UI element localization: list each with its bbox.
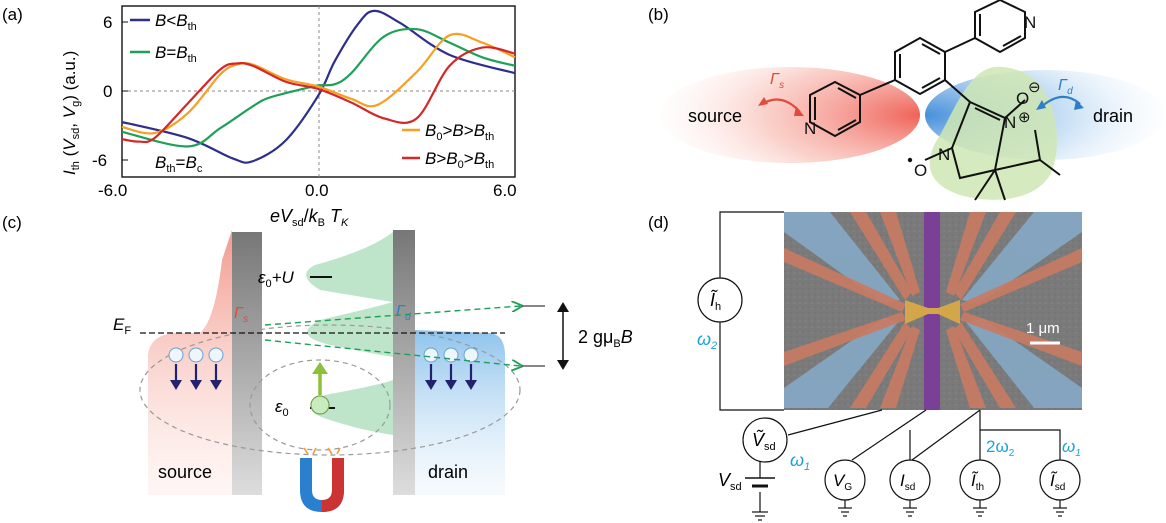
dot-electron [310,395,330,415]
imidazoline-ring [950,100,1007,180]
isd-ac-meter [1039,459,1081,501]
energy-diagram: EF ε0+U ε0 Γs Γd [113,230,633,512]
radical-dot [907,157,913,163]
benzene-ring-center [894,36,946,96]
atom-N-lower: N [938,145,950,164]
ground-symbols [752,500,1067,521]
orbital-ellipse [139,324,521,456]
magnet-icon [300,447,344,512]
panel-d-label: (d) [648,213,669,232]
ytick-label-0: 0 [103,82,112,101]
panel-a-label: (a) [2,5,23,24]
omega2-label: ω2 [697,329,717,352]
drain-reservoir [415,330,505,495]
xtick-label-m6: -6.0 [98,181,127,200]
scale-label: 1 μm [1026,320,1060,337]
source-reservoir [148,230,232,495]
gamma-d-label: Γd [1058,77,1073,97]
device-schematic: 1 μm Ĩh ω2 Ṽsd ω1 Vsd [697,211,1082,521]
xtick-label-6: 6.0 [493,181,517,200]
eps0-label: ε0 [275,397,289,419]
atom-N-left: N [804,119,816,138]
panel-b-label: (b) [648,5,669,24]
chart-a: 6 0 -6 -6.0 0.0 6.0 Ith (Vsd, Vg) (a.u.)… [60,5,517,229]
gamma-s-label: Γs [770,71,784,91]
tunnel-barrier-right [393,230,415,495]
ith-label: Ĩth [971,471,984,493]
vsd-ac-label: Ṽsd [752,429,776,453]
molecule-diagram: source drain Γs Γd [660,0,1165,201]
vg-label: VG [833,471,852,493]
ytick-label-6: 6 [103,13,112,32]
vg-meter [824,459,866,501]
annotation-bth-bc: Bth=Bc [155,153,203,175]
source-label: source [688,106,742,126]
zeeman-arrow-lower [264,339,520,366]
legend-label-green: B=Bth [155,43,197,65]
y-axis-label: Ith (Vsd, Vg) (a.u.) [60,51,82,175]
zeeman-arrow-upper [264,306,520,326]
radical-highlight [929,66,1057,200]
isd-ac-label: Ĩsd [1050,471,1065,493]
gamma-s-c: Γs [234,305,248,325]
drain-label: drain [1093,106,1133,126]
legend-right: B0>B>Bth B>B0>Bth [402,121,494,171]
charge-minus: ⊖ [1028,79,1041,96]
atom-O-lower: O [914,161,927,180]
panel-c-label: (c) [2,213,22,232]
two-omega2-label: 2ω2 [986,437,1015,459]
ih-label: Ĩh [710,289,721,313]
isd-label: Isd [900,471,915,493]
gamma-d-c: Γd [396,303,411,323]
tunnel-barrier-left [232,232,262,495]
drain-label-c: drain [428,462,468,482]
atom-N-plus: N [1004,113,1016,132]
vsd-ac-source [742,417,788,463]
zeeman-label: 2 gμBB [578,327,633,350]
orbital-ellipse-inner [249,359,391,451]
series-line-red [121,46,516,144]
legend-left: B<Bth B=Bth [130,11,197,65]
atom-O-upper: O [1016,89,1029,108]
series-line-orange [121,32,516,135]
series-line-green [121,27,516,148]
legend-label-orange: B0>B>Bth [425,121,494,143]
charge-plus: ⊕ [1018,109,1031,126]
omega1-right-label: ω1 [1062,437,1081,459]
heater-current-source [697,277,743,323]
eps0U-label: ε0+U [258,268,295,290]
vsd-dc-label: Vsd [718,470,742,493]
omega1-label: ω1 [790,450,810,473]
ith-meter [959,459,1001,501]
bowtie-junction [905,300,960,324]
ef-label: EF [113,315,131,337]
x-axis-label: eVsd/kB TK [270,206,349,229]
pyridine-ring-top [974,0,1026,54]
source-electrons [168,347,224,390]
source-lead [660,67,920,163]
blue-pads [784,212,1082,408]
source-label-c: source [158,462,212,482]
electrodes [784,212,1082,408]
isd-meter [889,459,931,501]
legend-label-blue: B<Bth [155,11,197,33]
series-line-blue [121,9,516,164]
atom-N-top: N [1024,13,1036,32]
ytick-label-m6: -6 [92,151,107,170]
legend-label-red: B>B0>Bth [425,149,494,171]
xtick-label-0: 0.0 [305,181,329,200]
drain-electrons [423,347,479,390]
